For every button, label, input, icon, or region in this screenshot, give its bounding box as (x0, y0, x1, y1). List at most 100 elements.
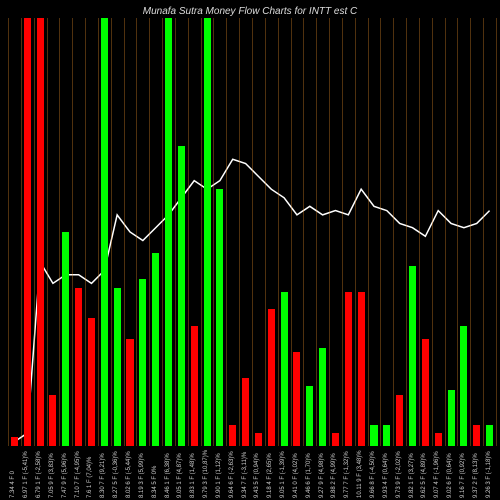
grid-line (329, 18, 330, 446)
chart-title: Munafa Sutra Money Flow Charts for INTT … (0, 0, 500, 17)
volume-bar (49, 395, 56, 446)
x-axis-label: 6.79 1 F (-2,58)% (36, 451, 42, 498)
volume-bar (332, 433, 339, 446)
volume-bar (101, 18, 108, 446)
x-axis-label: 8.27 5 F (-0,36)% (113, 451, 119, 498)
grid-line (175, 18, 176, 446)
grid-line (239, 18, 240, 446)
x-axis-label: 9.07 4 F (-1,96)% (434, 451, 440, 498)
x-axis-label: 9.46 6 F (1,70)% (306, 453, 312, 498)
grid-line (21, 18, 22, 446)
x-axis-label: 8.02 6 F (-5,44)% (126, 451, 132, 498)
volume-bar (88, 318, 95, 446)
grid-line (457, 18, 458, 446)
volume-bar (242, 378, 249, 446)
grid-line (111, 18, 112, 446)
x-axis-label: 9.88 2 F (4,99)% (331, 453, 337, 498)
x-axis-label: 7.6 1 F (7,04)% (87, 457, 93, 498)
grid-line (470, 18, 471, 446)
volume-bar (370, 425, 377, 446)
grid-line (265, 18, 266, 446)
x-axis-label: 9.27 9 F (4,98)% (319, 453, 325, 498)
x-axis-label: 7.10 7 F (-4,95)% (75, 451, 81, 498)
x-axis-label: 9.05 1 F (-1,39)% (280, 451, 286, 498)
grid-line (201, 18, 202, 446)
volume-bar (396, 395, 403, 446)
x-axis-label: 9.16 7 F (0,92)% (460, 453, 466, 498)
grid-line (445, 18, 446, 446)
grid-line (34, 18, 35, 446)
x-axis-label: 8.34 5 F 0% (152, 466, 158, 498)
volume-bar (11, 437, 18, 446)
grid-line (406, 18, 407, 446)
volume-bar (435, 433, 442, 446)
x-axis-label: 9.26 3 F (-1,18)% (486, 451, 492, 498)
volume-bar (448, 390, 455, 446)
volume-bar (204, 18, 211, 446)
volume-bar (486, 425, 493, 446)
grid-line (316, 18, 317, 446)
volume-bar (191, 326, 198, 446)
grid-line (496, 18, 497, 446)
x-axis-labels: 7.34 4 F 0 6.97 1 F (-5,41)% 6.79 1 F (-2,… (8, 446, 496, 500)
grid-line (98, 18, 99, 446)
plot-area (8, 18, 496, 446)
x-axis-label: 6.97 1 F (-5,41)% (23, 451, 29, 498)
volume-bar (75, 288, 82, 446)
grid-line (188, 18, 189, 446)
x-axis-label: 7.05 9 F (3,83)% (49, 453, 55, 498)
x-axis-label: 9.73 9 F (-2,02)% (396, 451, 402, 498)
grid-line (342, 18, 343, 446)
grid-line (432, 18, 433, 446)
volume-bar (281, 292, 288, 446)
volume-bar (178, 146, 185, 446)
volume-bar (139, 279, 146, 446)
volume-bar (62, 232, 69, 446)
grid-line (162, 18, 163, 446)
volume-bar (255, 433, 262, 446)
grid-line (213, 18, 214, 446)
volume-bar (460, 326, 467, 446)
x-axis-label: 8.46 1 F (6,38)% (165, 453, 171, 498)
x-axis-label: 9.37 2 F (8,13)% (473, 453, 479, 498)
grid-line (291, 18, 292, 446)
x-axis-label: 9.79 3 F (10,87)% (203, 450, 209, 498)
grid-line (278, 18, 279, 446)
volume-bar (216, 189, 223, 446)
grid-line (47, 18, 48, 446)
x-axis-label: 8.19 3 F (5,99)% (139, 453, 145, 498)
volume-bar (165, 18, 172, 446)
x-axis-label: 9.77 7 F (-1,32)% (344, 451, 350, 498)
grid-line (368, 18, 369, 446)
grid-line (393, 18, 394, 446)
x-axis-label: 9.05 1 F (4,87)% (177, 453, 183, 498)
volume-bar (345, 292, 352, 446)
grid-line (380, 18, 381, 446)
x-axis-label: 9.02 6 F (0,64)% (447, 453, 453, 498)
grid-line (355, 18, 356, 446)
grid-line (419, 18, 420, 446)
money-flow-chart: Munafa Sutra Money Flow Charts for INTT … (0, 0, 500, 500)
volume-bar (358, 292, 365, 446)
volume-bar (319, 348, 326, 446)
x-axis-label: 8.83 1 F (1,48)% (190, 453, 196, 498)
volume-bar (114, 288, 121, 446)
volume-bar (37, 18, 44, 446)
x-axis-label: 10.11 9 F (3,48)% (357, 450, 363, 498)
grid-line (252, 18, 253, 446)
volume-bar (152, 253, 159, 446)
volume-bar (383, 425, 390, 446)
grid-line (124, 18, 125, 446)
x-axis-label: 8.30 7 F (9,21)% (100, 453, 106, 498)
grid-line (226, 18, 227, 446)
x-axis-label: 9.90 1 F (1,12)% (216, 453, 222, 498)
volume-bar (473, 425, 480, 446)
volume-bar (24, 18, 31, 446)
x-axis-label: 9.66 8 F (-4,50)% (370, 451, 376, 498)
x-axis-label: 9.18 4 F (2,65)% (267, 453, 273, 498)
volume-bar (126, 339, 133, 446)
x-axis-label: 9.64 6 F (-2,63)% (229, 451, 235, 498)
x-axis-label: 7.34 4 F 0 (10, 471, 16, 498)
grid-line (8, 18, 9, 446)
volume-bar (409, 266, 416, 446)
